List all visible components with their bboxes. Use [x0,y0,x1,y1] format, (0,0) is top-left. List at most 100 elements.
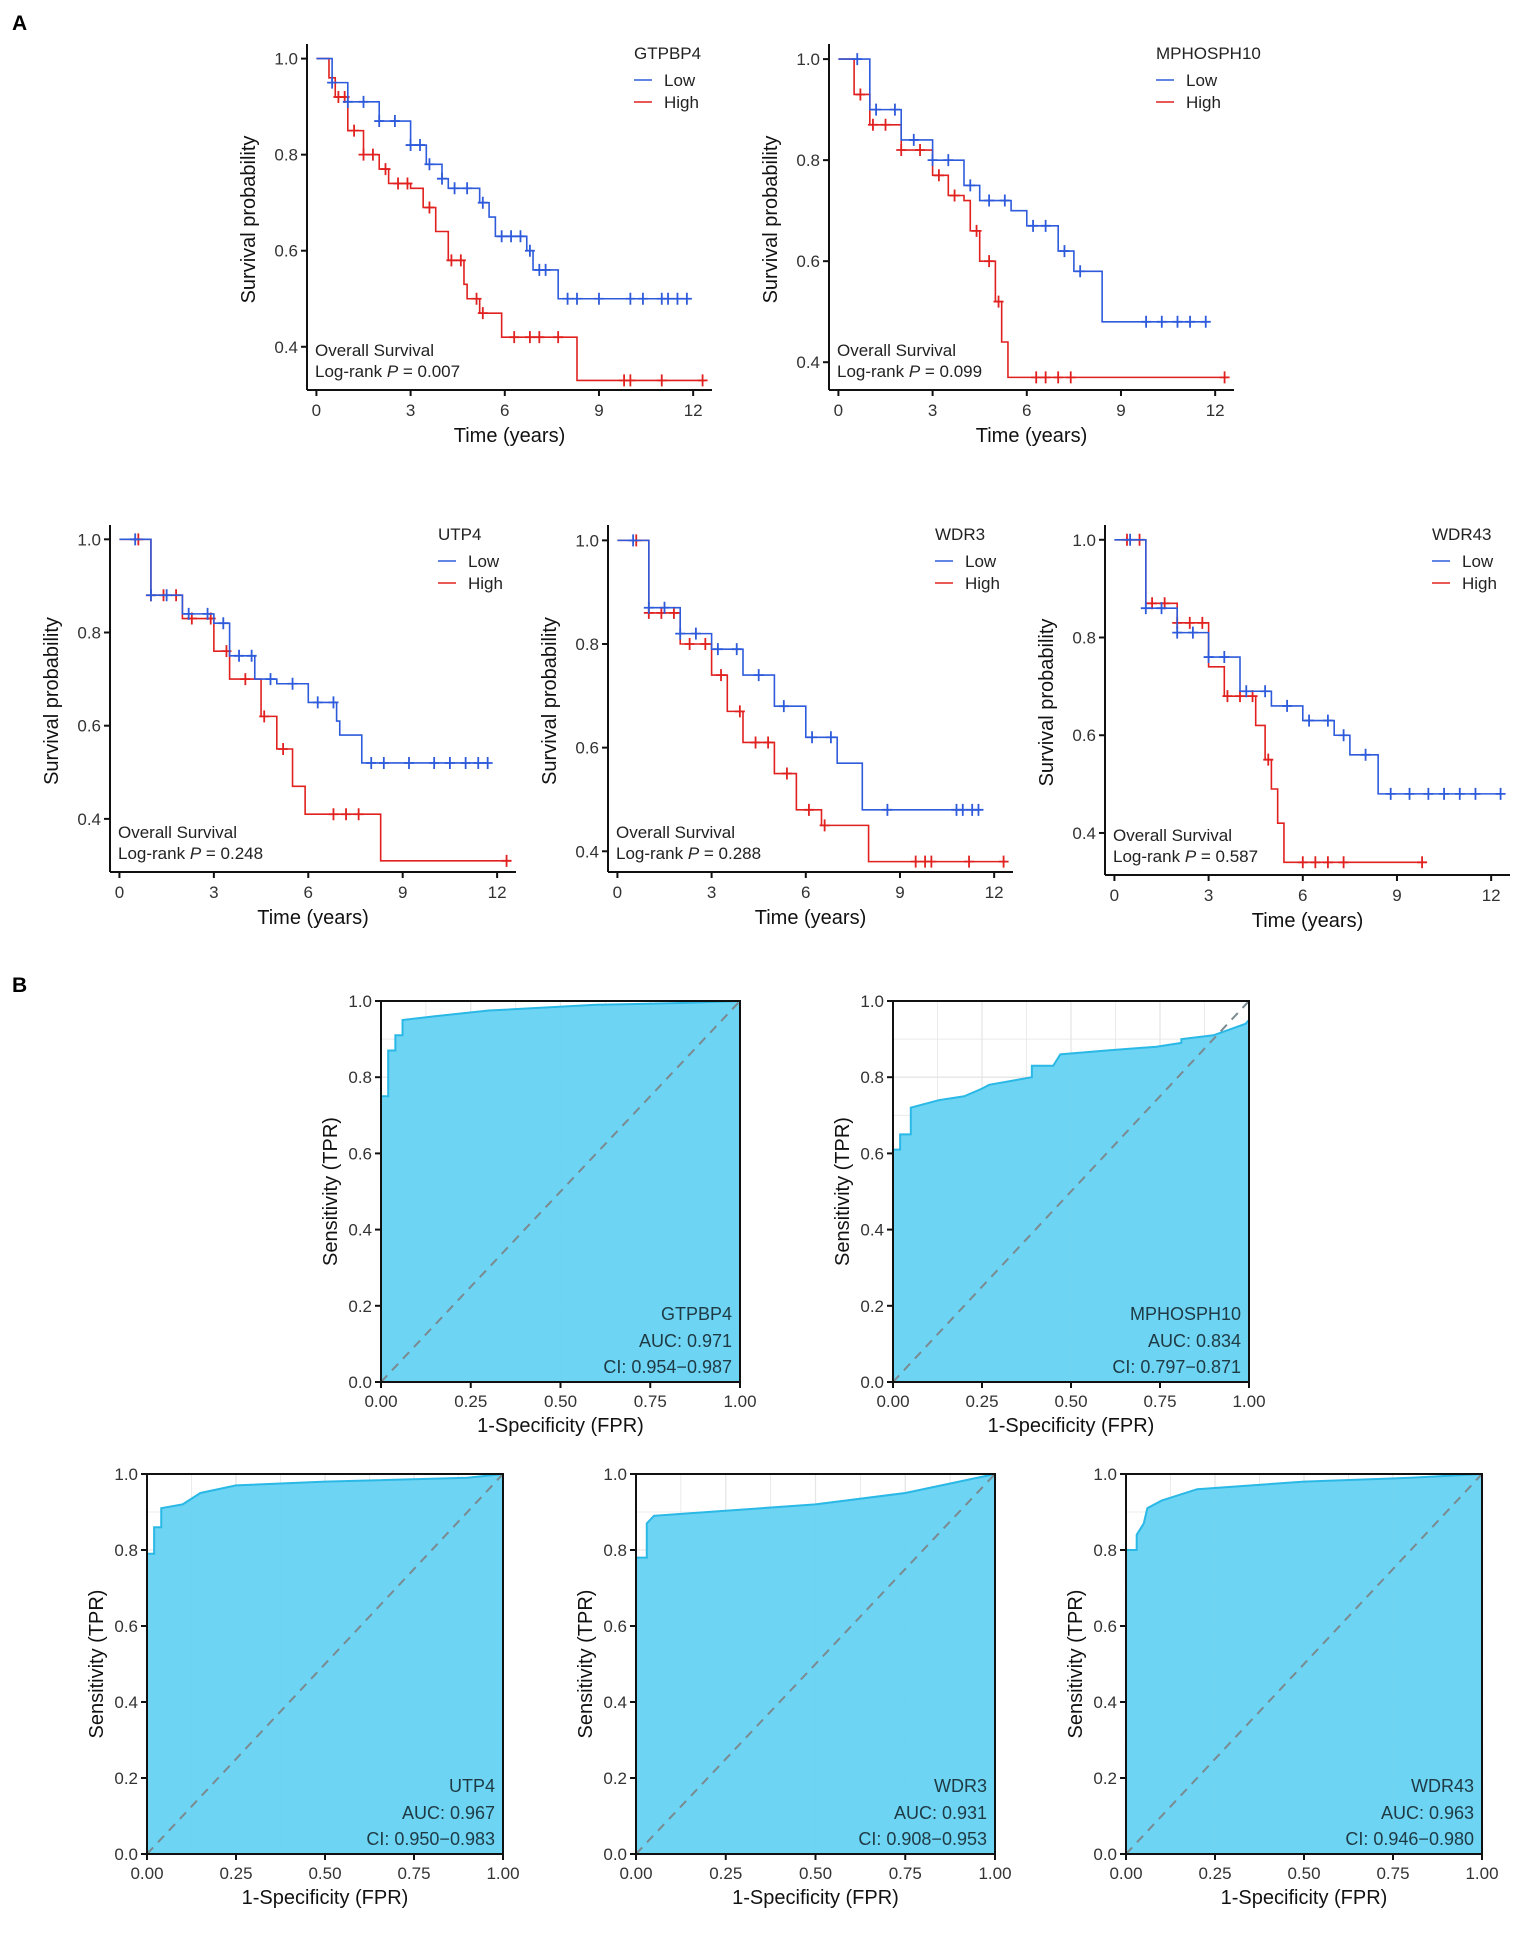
chart-roc-wdr43: 0.0 0.2 0.4 0.6 0.8 1.0 0.00 0.25 0.50 0.75 1.00 1-… [1065,1465,1499,1909]
km-curve-high [316,57,706,382]
censor-mark-low [1075,265,1086,278]
km-curve-low [119,538,488,764]
x-tick-label: 0 [834,401,843,420]
x-axis-title: Time (years) [1252,910,1363,932]
y-tick-label: 0.4 [1072,824,1096,843]
censor-mark-low [1028,219,1039,232]
censor-mark-high [763,736,774,749]
x-tick-label: 3 [1204,886,1213,905]
censor-mark-low [1439,787,1450,800]
y-tick-label: 0.8 [274,146,298,165]
censor-mark-high [700,638,711,650]
y-tick-label: 0.2 [860,1297,884,1316]
censor-mark-low [1141,315,1152,328]
censor-mark-low [1454,787,1465,800]
auc-label: AUC: 0.834 [1148,1331,1241,1351]
censor-mark-low [1172,626,1183,639]
x-tick-label: 6 [500,401,509,420]
censor-mark-low [628,534,639,547]
censor-mark-low [246,649,257,662]
censor-mark-low [852,53,863,66]
y-tick-label: 0.8 [114,1541,138,1560]
censor-mark-low [477,196,488,209]
x-tick-label: 0.00 [130,1864,163,1883]
x-tick-label: 12 [488,883,507,902]
censor-mark-low [1172,315,1183,328]
censor-mark-high [1222,690,1233,703]
legend-label-low: Low [468,552,500,571]
x-tick-label: 12 [1206,401,1225,420]
y-tick-label: 0.8 [575,635,599,654]
censor-mark-high [1184,616,1195,629]
censor-mark-high [993,295,1004,308]
x-tick-label: 0.50 [1287,1864,1320,1883]
y-axis-title: Survival probability [41,617,63,785]
logrank-p: P [387,362,399,381]
censor-mark-low [1423,787,1434,800]
roc-curve [146,1473,504,1854]
logrank-p: P [688,844,700,863]
legend-title: UTP4 [438,525,481,544]
y-tick-label: 0.4 [348,1221,372,1240]
censor-mark-high [1147,597,1158,610]
x-tick-label: 3 [209,883,218,902]
y-tick-label: 0.0 [603,1845,627,1864]
censor-mark-low [1322,714,1333,727]
x-axis-title: 1-Specificity (FPR) [1221,1887,1388,1909]
y-tick-label: 0.8 [796,151,820,170]
logrank-prefix: Log-rank [1113,847,1185,866]
censor-mark-high [984,255,995,268]
censor-mark-low [449,182,460,195]
x-axis-title: Time (years) [755,907,866,929]
censor-mark-low [984,194,995,207]
censor-mark-low [327,76,338,89]
y-tick-label: 0.2 [1093,1769,1117,1788]
censor-mark-high [933,169,944,182]
y-tick-label: 0.4 [1093,1693,1117,1712]
censor-mark-high [477,307,488,320]
censor-mark-low [1219,651,1230,664]
censor-mark-low [1385,787,1396,800]
legend-label-high: High [1462,574,1497,593]
censor-mark-low [625,292,636,305]
censor-mark-low [562,292,573,305]
y-tick-label: 1.0 [796,50,820,69]
censor-mark-low [374,115,385,128]
x-tick-label: 9 [1392,886,1401,905]
censor-mark-high [1310,856,1321,869]
censor-mark-low [130,533,141,546]
y-tick-label: 0.6 [860,1144,884,1163]
censor-mark-low [183,607,194,620]
censor-mark-low [540,263,551,276]
censor-mark-low [145,589,156,602]
censor-mark-low [1125,533,1136,546]
censor-mark-low [643,601,654,614]
x-tick-label: 3 [928,401,937,420]
censor-mark-low [1185,315,1196,328]
x-tick-label: 9 [1116,401,1125,420]
censor-mark-high [501,854,512,867]
censor-mark-high [534,331,545,344]
censor-mark-low [675,627,686,640]
logrank-prefix: Log-rank [837,362,909,381]
censor-mark-high [998,855,1009,868]
censor-mark-low [1304,714,1315,727]
diagonal-reference-line [892,1000,1250,1383]
y-tick-label: 1.0 [274,50,298,69]
censor-mark-high [328,808,339,821]
y-tick-label: 0.8 [860,1068,884,1087]
censor-mark-high [259,710,270,723]
legend-label-high: High [664,93,699,112]
x-tick-label: 0 [115,883,124,902]
y-tick-label: 0.6 [274,242,298,261]
y-tick-label: 0.8 [1093,1541,1117,1560]
km-curve-high [617,539,1007,863]
censor-mark-high [819,819,830,832]
x-tick-label: 6 [304,883,313,902]
x-tick-label: 1.00 [1232,1392,1265,1411]
x-tick-label: 0.50 [799,1864,832,1883]
diagonal-reference-line [635,1473,996,1855]
censor-mark-high [240,673,251,686]
censor-mark-low [218,617,229,630]
